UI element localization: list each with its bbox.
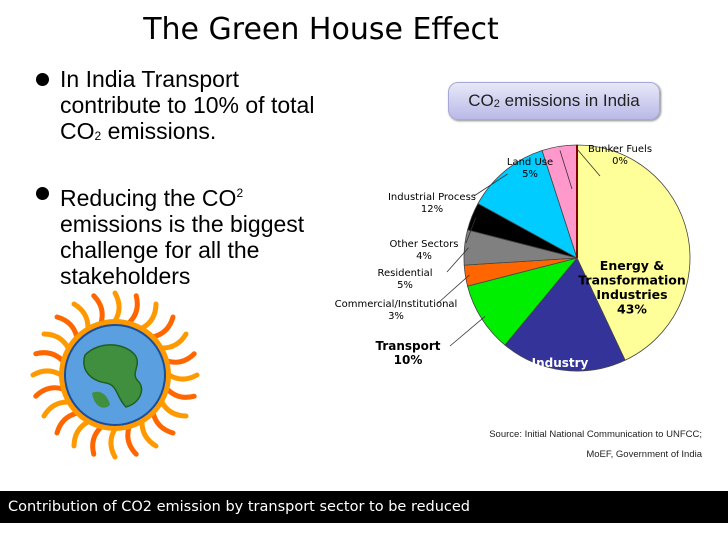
sun-ray — [139, 419, 159, 449]
sun-ray — [166, 372, 200, 382]
bullet-reducing: Reducing the CO2 emissions is the bigges… — [36, 180, 376, 289]
pie-label-energy-transformation-industries: Energy & — [600, 258, 665, 273]
pie-slices — [463, 144, 691, 372]
leader-lines — [437, 148, 601, 347]
bullet-line: Reducing the CO2 — [60, 180, 376, 211]
chart-title-badge: CO2 emissions in India — [448, 82, 660, 120]
sun-ray — [33, 350, 66, 364]
pie-label-transport: Transport — [375, 339, 440, 353]
source-line-2: MoEF, Government of India — [586, 449, 702, 460]
pie-value-transport: 10% — [394, 353, 423, 367]
badge-text: emissions in India — [499, 91, 640, 110]
pie-label-residential: Residential — [377, 268, 432, 279]
pie-value-land-use: 5% — [522, 169, 538, 180]
sun-ray — [71, 301, 91, 331]
sun-ray — [139, 301, 159, 331]
sun-ray — [108, 426, 118, 460]
sun-ray — [54, 314, 80, 340]
emissions-text: emissions. — [101, 118, 217, 144]
sun-ray — [126, 293, 140, 326]
subscript-2: 2 — [94, 129, 102, 143]
pie-label-energy-transformation-industries: Industries — [596, 287, 667, 302]
slide-title: The Green House Effect — [143, 12, 499, 47]
pie-value-other-sectors: 4% — [416, 251, 432, 262]
pie-slice-energy-transformation-industries — [576, 144, 691, 361]
sun-ray — [90, 424, 104, 457]
pie-label-land-use: Land Use — [507, 157, 553, 168]
sun-ray — [159, 399, 189, 419]
bullet-line: In India Transport — [60, 66, 239, 92]
pie-value-residential: 5% — [397, 280, 413, 291]
leader-line-bunker-fuels — [576, 148, 601, 177]
pie-value-industrial-process: 12% — [421, 204, 443, 215]
sun-ray — [71, 419, 91, 449]
co-text: CO — [60, 118, 95, 144]
bullet-dot — [36, 73, 49, 86]
reducing-text: Reducing the CO — [60, 185, 237, 211]
sun-ray — [41, 331, 71, 351]
globe-sun-illustration — [30, 290, 200, 460]
bullet-dot — [36, 187, 49, 200]
pie-label-energy-transformation-industries: Transformation — [578, 273, 686, 288]
pie-label-commercial-institutional: Commercial/Institutional — [335, 299, 458, 310]
sun-ray — [91, 293, 105, 326]
sun-ray — [150, 410, 176, 436]
footer-caption: Contribution of CO2 emission by transpor… — [0, 491, 728, 523]
sun-ray — [30, 368, 64, 378]
pie-label-bunker-fuels: Bunker Fuels — [588, 144, 652, 155]
pie-slice-industry — [504, 257, 626, 372]
pie-label-industrial-process: Industrial Process — [388, 192, 476, 203]
pie-value-commercial-institutional: 3% — [388, 311, 404, 322]
sun-ray — [150, 314, 176, 340]
island-shape — [92, 391, 110, 408]
sun-ray — [54, 410, 80, 436]
pie-slice-transport — [467, 257, 579, 346]
leader-line-residential — [446, 247, 469, 273]
leader-line-other-sectors — [465, 217, 477, 244]
sun-ray — [159, 331, 189, 351]
pie-value-industry: 18% — [546, 370, 575, 384]
leader-line-transport — [449, 316, 486, 347]
pie-label-industry: Industry — [532, 356, 589, 370]
bullet-line: CO2 emissions. — [60, 118, 376, 149]
sun-ray — [41, 399, 71, 419]
pie-value-bunker-fuels: 0% — [612, 156, 628, 167]
leader-line-industrial-process — [473, 173, 508, 197]
sun-ray — [164, 386, 197, 400]
bullet-transport: In India Transport contribute to 10% of … — [36, 66, 376, 149]
superscript-2: 2 — [236, 186, 244, 200]
pie-label-other-sectors: Other Sectors — [390, 239, 459, 250]
bullet-line: emissions is the biggest — [60, 211, 305, 237]
sun-rays — [30, 290, 200, 460]
bullet-line: contribute to 10% of total — [60, 92, 315, 118]
bullet-line: challenge for all the — [60, 237, 260, 263]
sun-ray — [164, 351, 197, 365]
leader-line-land-use — [559, 150, 573, 190]
bullet-line: stakeholders — [60, 263, 191, 289]
badge-co: CO — [468, 91, 494, 110]
badge-subscript: 2 — [493, 98, 500, 110]
pie-value-energy-transformation-industries: 43% — [617, 302, 647, 317]
sun-ray — [125, 424, 139, 457]
sun-ray — [33, 385, 66, 399]
sun-ray — [112, 290, 122, 324]
source-line-1: Source: Initial National Communication t… — [489, 429, 702, 440]
continent-shape — [83, 344, 143, 408]
leader-line-commercial-institutional — [437, 274, 470, 304]
